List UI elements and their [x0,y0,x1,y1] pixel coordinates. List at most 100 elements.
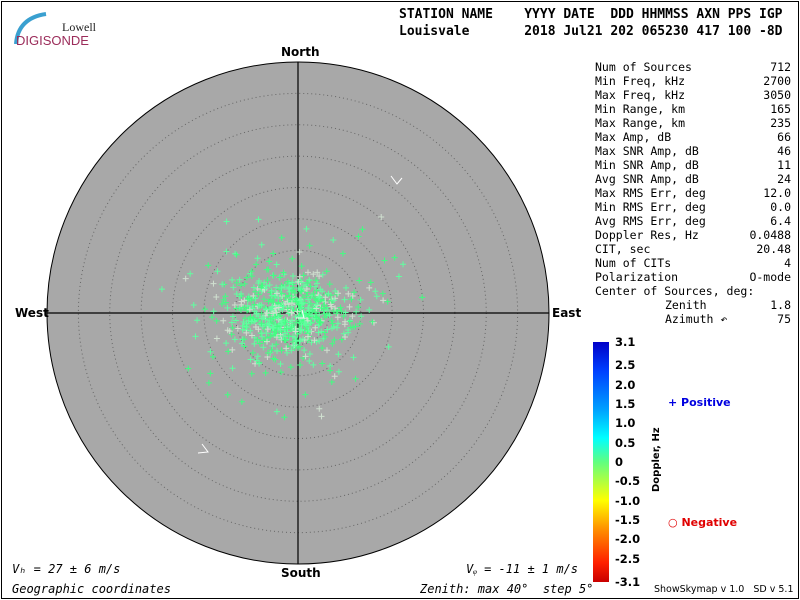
source-point [239,323,246,330]
stat-label: Max Amp, dB [595,130,672,144]
stat-row: Min Range, km 165 [595,102,791,116]
source-point [223,218,230,225]
source-point [281,283,288,290]
source-point [266,258,273,265]
source-point [317,319,324,326]
source-point [278,321,285,328]
source-point [334,314,341,321]
colorbar-label: Doppler, Hz [651,427,662,492]
source-point [264,349,271,356]
source-point [258,284,265,291]
source-point [263,266,270,273]
source-point [205,379,212,386]
colorbar-tick: -1.0 [615,493,641,508]
colorbar-tick: 0 [615,455,624,469]
source-point [301,309,308,316]
stat-row: Doppler Res, Hz 0.0488 [595,228,791,242]
source-point [314,280,321,287]
source-point [329,340,336,347]
label-east: East [552,306,582,320]
source-point [260,344,267,351]
source-point [233,305,240,312]
source-point [241,297,248,304]
center-of-sources: Center of Sources, deg: Zenith 1.8 Azimut… [595,284,791,326]
source-point [237,306,244,313]
source-point [241,280,248,287]
source-point [248,268,255,275]
source-point [238,340,245,347]
source-point [263,310,270,317]
source-point [345,326,352,333]
source-point [302,391,309,398]
source-point [357,296,364,303]
source-point [298,288,305,295]
source-point [325,310,332,317]
source-point [270,272,277,279]
source-point [289,255,296,262]
source-point [252,295,259,302]
marker-sw [197,443,209,454]
source-point [313,305,320,312]
source-point [264,326,271,333]
source-point [264,354,271,361]
source-point [292,328,299,335]
source-point [367,279,374,286]
source-point [266,281,273,288]
stats-table: Num of Sources 712 Min Freq, kHz 2700 Max Fr… [595,60,791,284]
source-point [306,350,313,357]
stat-value: 3050 [763,88,791,102]
source-point [229,276,236,283]
center-title: Center of Sources, deg: [595,284,755,298]
horizontal-velocity: Vₕ = 27 ± 6 m/s [12,562,121,576]
colorbar-tick: 2.0 [615,377,636,392]
source-point [331,373,338,380]
source-point [241,304,248,311]
source-point [283,345,290,352]
source-point [287,364,294,371]
stat-row: Avg SNR Amp, dB 24 [595,172,791,186]
source-point [229,324,236,331]
source-point [298,263,305,270]
source-point [209,353,216,360]
source-point [252,288,259,295]
source-point [258,301,265,308]
source-point [327,301,334,308]
doppler-colorbar [593,342,609,582]
source-point [224,327,231,334]
source-point [306,276,313,283]
source-point [207,370,214,377]
source-point [201,306,208,313]
source-point [340,313,347,320]
source-point [248,318,255,325]
source-point [328,378,335,385]
source-point [260,314,267,321]
source-point [273,334,280,341]
source-point [291,342,298,349]
source-point [289,272,296,279]
source-point [284,349,291,356]
stat-row: Min Freq, kHz 2700 [595,74,791,88]
source-point [366,306,373,313]
label-west: West [15,306,49,320]
source-point [330,236,337,243]
source-point [316,316,323,323]
source-point [381,257,388,264]
source-point [296,297,303,304]
source-point [333,324,340,331]
source-point [356,277,363,284]
stat-label: Min SNR Amp, dB [595,158,699,172]
source-point [249,349,256,356]
stat-row: Num of CITs 4 [595,256,791,270]
source-point [220,317,227,324]
source-point [284,328,291,335]
legend-positive-label: Positive [681,396,731,409]
source-point [158,286,165,293]
source-point [332,305,339,312]
source-point [207,348,214,355]
stat-label: Max Freq, kHz [595,88,686,102]
source-point [248,332,255,339]
source-point [330,323,337,330]
source-point [322,294,329,301]
source-point [313,301,320,308]
source-point [285,332,292,339]
